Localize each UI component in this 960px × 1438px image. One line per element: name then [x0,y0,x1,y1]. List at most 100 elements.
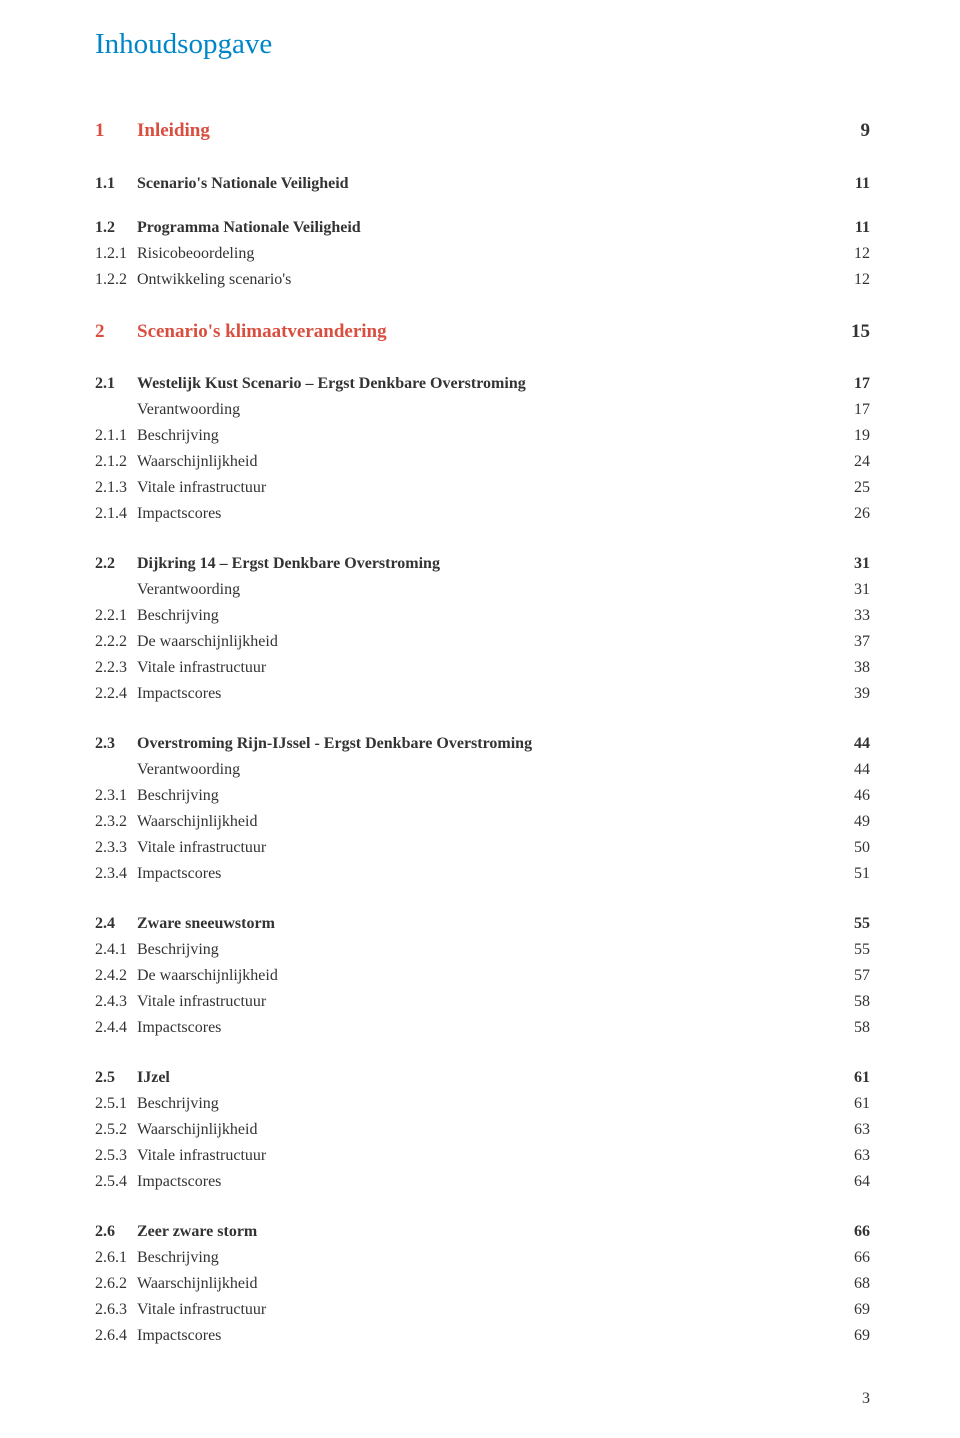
toc-label: Scenario's Nationale Veiligheid [137,172,830,196]
toc-num: 1.1 [95,172,137,196]
toc-page: 9 [830,117,870,146]
toc-label: Zware sneeuwstorm [137,912,830,936]
toc-subsection: 2.5.3 Vitale infrastructuur 63 [95,1144,870,1168]
toc-label: Waarschijnlijkheid [137,450,830,474]
toc-page: 66 [830,1246,870,1270]
toc-page: 25 [830,476,870,500]
toc-label: Ontwikkeling scenario's [137,268,830,292]
toc-page: 57 [830,964,870,988]
toc-num: 2.6.4 [95,1324,137,1348]
toc-label: Vitale infrastructuur [137,836,830,860]
toc-num: 2.2 [95,552,137,576]
toc-subsection: Verantwoording 44 [95,758,870,782]
toc-subsection: 2.2.1 Beschrijving 33 [95,604,870,628]
toc-page: 55 [830,912,870,936]
toc-page: 66 [830,1220,870,1244]
toc-label: Inleiding [137,117,830,146]
toc-page: 44 [830,758,870,782]
toc-page: 55 [830,938,870,962]
toc-num: 2.1.4 [95,502,137,526]
toc-num: 2.2.1 [95,604,137,628]
toc-label: Impactscores [137,1324,830,1348]
toc-label: Impactscores [137,862,830,886]
toc-page: 19 [830,424,870,448]
toc-label: Waarschijnlijkheid [137,1118,830,1142]
toc-label: Impactscores [137,502,830,526]
toc-page: 69 [830,1298,870,1322]
toc-num: 2 [95,318,137,347]
toc-num: 2.3.3 [95,836,137,860]
toc-subsection: 2.6.1 Beschrijving 66 [95,1246,870,1270]
toc-subsection: 2.6.3 Vitale infrastructuur 69 [95,1298,870,1322]
toc-page: 51 [830,862,870,886]
toc-section: 2.6 Zeer zware storm 66 [95,1220,870,1244]
toc-num: 2.6.1 [95,1246,137,1270]
toc-num: 1.2.2 [95,268,137,292]
toc-chapter: 1 Inleiding 9 [95,117,870,146]
toc-label: Beschrijving [137,1246,830,1270]
toc-page: 50 [830,836,870,860]
toc-num: 1 [95,117,137,146]
toc-num: 2.6 [95,1220,137,1244]
toc-num: 2.5.4 [95,1170,137,1194]
toc-num: 2.3.1 [95,784,137,808]
toc-num: 2.4.1 [95,938,137,962]
page-number: 3 [95,1390,870,1408]
toc-label: Vitale infrastructuur [137,1298,830,1322]
toc-page: 58 [830,1016,870,1040]
toc-label: De waarschijnlijkheid [137,630,830,654]
page-title: Inhoudsopgave [95,28,870,61]
toc-subsection: Verantwoording 31 [95,578,870,602]
toc-page: 39 [830,682,870,706]
toc-page: 26 [830,502,870,526]
toc-num: 2.4.2 [95,964,137,988]
toc-num: 2.2.4 [95,682,137,706]
toc-subsection: 2.2.4 Impactscores 39 [95,682,870,706]
toc-page: 37 [830,630,870,654]
toc-label: Verantwoording [137,578,830,602]
toc-page: 11 [830,216,870,240]
toc-section: 2.2 Dijkring 14 – Ergst Denkbare Overstr… [95,552,870,576]
toc-page: 12 [830,268,870,292]
toc-label: Programma Nationale Veiligheid [137,216,830,240]
toc-num: 2.2.2 [95,630,137,654]
toc-subsection: 1.2.2 Ontwikkeling scenario's 12 [95,268,870,292]
toc-num: 2.5.1 [95,1092,137,1116]
toc-subsection: 2.4.4 Impactscores 58 [95,1016,870,1040]
toc-num: 2.4 [95,912,137,936]
toc-section: 2.4 Zware sneeuwstorm 55 [95,912,870,936]
toc-page: 44 [830,732,870,756]
toc-subsection: 2.4.3 Vitale infrastructuur 58 [95,990,870,1014]
toc-page: 38 [830,656,870,680]
toc-label: Overstroming Rijn-IJssel - Ergst Denkbar… [137,732,830,756]
toc-num: 2.1.3 [95,476,137,500]
toc-page: 46 [830,784,870,808]
toc-page: 11 [830,172,870,196]
toc-page: 24 [830,450,870,474]
toc-label: Vitale infrastructuur [137,476,830,500]
toc-subsection: 2.3.2 Waarschijnlijkheid 49 [95,810,870,834]
toc-num: 2.5.3 [95,1144,137,1168]
toc-page: 15 [830,318,870,347]
toc-label: Zeer zware storm [137,1220,830,1244]
toc-label: Beschrijving [137,938,830,962]
toc-num: 2.1.2 [95,450,137,474]
toc-chapter: 2 Scenario's klimaatverandering 15 [95,318,870,347]
toc-page: 31 [830,578,870,602]
toc-page: 31 [830,552,870,576]
toc-page: 63 [830,1144,870,1168]
toc-num: 2.6.2 [95,1272,137,1296]
toc-label: Vitale infrastructuur [137,1144,830,1168]
toc-subsection: 2.3.3 Vitale infrastructuur 50 [95,836,870,860]
toc-section: 2.3 Overstroming Rijn-IJssel - Ergst Den… [95,732,870,756]
toc-label: Waarschijnlijkheid [137,810,830,834]
toc-num: 2.1.1 [95,424,137,448]
toc-subsection: 2.6.2 Waarschijnlijkheid 68 [95,1272,870,1296]
toc-num: 2.3 [95,732,137,756]
toc-subsection: 2.1.4 Impactscores 26 [95,502,870,526]
toc-subsection: Verantwoording 17 [95,398,870,422]
toc-subsection: 2.6.4 Impactscores 69 [95,1324,870,1348]
toc-label: Scenario's klimaatverandering [137,318,830,347]
toc-label: IJzel [137,1066,830,1090]
toc-label: Waarschijnlijkheid [137,1272,830,1296]
